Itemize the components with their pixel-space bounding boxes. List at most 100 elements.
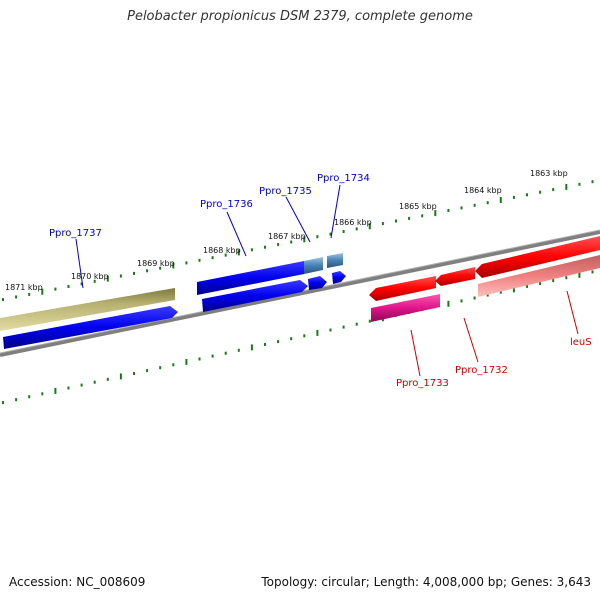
minor-tick [552,188,555,192]
gene-label-ppro-1737[interactable]: Ppro_1737 [49,228,102,239]
minor-tick [211,354,214,358]
minor-tick [159,366,162,370]
tick-labels: 1863 kbp 1864 kbp 1865 kbp 1866 kbp 1867… [5,169,568,292]
minor-tick [133,271,135,275]
minor-tick [526,284,528,288]
gene-ppro-1734-lower[interactable] [332,271,346,284]
gene-labels: Ppro_1737 Ppro_1736 Ppro_1735 Ppro_1734 … [49,173,592,389]
minor-tick [368,319,371,323]
gene-olive-upper[interactable] [0,288,175,331]
gene-leus-lower[interactable] [478,255,600,297]
major-tick [434,210,437,217]
minor-tick [578,182,581,186]
minor-tick [237,348,240,352]
gene-ppro-1732-upper[interactable] [435,267,475,286]
minor-tick [185,261,188,265]
genome-summary-text: Topology: circular; Length: 4,008,000 bp… [261,575,591,589]
major-tick [185,358,188,365]
tick-label: 1867 kbp [268,232,306,241]
minor-tick [591,270,594,274]
minor-tick [381,222,384,226]
minor-tick [67,285,70,288]
gene-label-leus[interactable]: leuS [570,337,592,348]
minor-tick [395,219,397,223]
minor-tick [54,287,57,291]
gene-ppro-1735-lower[interactable] [308,276,327,290]
tick-label: 1864 kbp [464,186,502,195]
major-tick [447,300,450,307]
minor-tick [28,395,31,399]
minor-tick [355,227,358,231]
minor-tick [28,292,31,296]
gene-label-ppro-1732[interactable]: Ppro_1732 [455,365,508,376]
minor-tick [591,180,594,184]
minor-tick [486,293,489,297]
minor-tick [67,386,70,390]
major-tick [41,288,44,295]
minor-tick [512,195,515,199]
major-tick [172,262,175,269]
minor-tick [460,206,463,210]
minor-tick [526,193,528,197]
minor-tick [499,290,502,294]
minor-tick [264,245,266,249]
gene-label-ppro-1733[interactable]: Ppro_1733 [396,378,449,389]
leader-ppro-1736 [226,211,247,257]
minor-tick [421,214,424,218]
minor-tick [15,398,18,402]
minor-tick [146,269,149,273]
gene-leus-upper[interactable] [475,236,600,278]
major-tick [565,183,568,190]
major-tick [303,236,306,243]
map-title: Pelobacter propionicus DSM 2379, complet… [127,9,473,24]
gene-label-ppro-1734[interactable]: Ppro_1734 [317,173,370,184]
minor-tick [290,337,293,341]
tick-label: 1866 kbp [334,218,372,227]
minor-tick [316,235,319,239]
gene-label-ppro-1735[interactable]: Ppro_1735 [259,186,312,197]
minor-tick [41,392,44,396]
minor-tick [106,377,109,381]
minor-tick [408,216,411,220]
leader-ppro-1733 [410,329,421,377]
minor-tick [80,282,83,286]
gene-ppro-1737-lower[interactable] [3,306,178,349]
minor-tick [264,343,266,346]
gene-ppro-1734-upper[interactable] [327,253,343,268]
major-tick [106,275,109,282]
minor-tick [473,296,476,300]
minor-tick [539,190,542,194]
accession-text: Accession: NC_008609 [9,575,146,589]
minor-tick [277,243,280,247]
gene-ppro-1733-upper[interactable] [369,276,436,301]
minor-tick [539,282,542,285]
minor-tick [277,340,280,344]
minor-tick [250,248,253,252]
minor-tick [133,372,135,375]
minor-tick [172,363,175,367]
tick-label: 1865 kbp [399,202,437,211]
minor-tick [2,298,4,302]
minor-tick [198,357,201,361]
minor-tick [329,232,332,236]
gene-ppro-1733-lower[interactable] [371,294,440,322]
minor-tick [565,276,568,280]
gene-ppro-1736-upper[interactable] [197,261,304,295]
minor-tick [159,266,162,270]
gene-ppro-1736-lower[interactable] [202,280,308,312]
minor-tick [460,299,463,303]
minor-tick [211,256,214,260]
minor-tick [224,351,227,355]
minor-tick [2,401,4,405]
tick-label: 1870 kbp [71,272,109,281]
leader-ppro-1732 [463,317,479,363]
major-tick [368,223,371,230]
major-tick [578,271,581,278]
leader-ppro-1735 [285,196,311,243]
leader-ppro-1737 [75,238,84,289]
gene-label-ppro-1736[interactable]: Ppro_1736 [200,199,253,210]
minor-tick [93,380,96,384]
upper-tick-track [2,180,594,302]
gene-ppro-1735-upper[interactable] [304,257,323,274]
